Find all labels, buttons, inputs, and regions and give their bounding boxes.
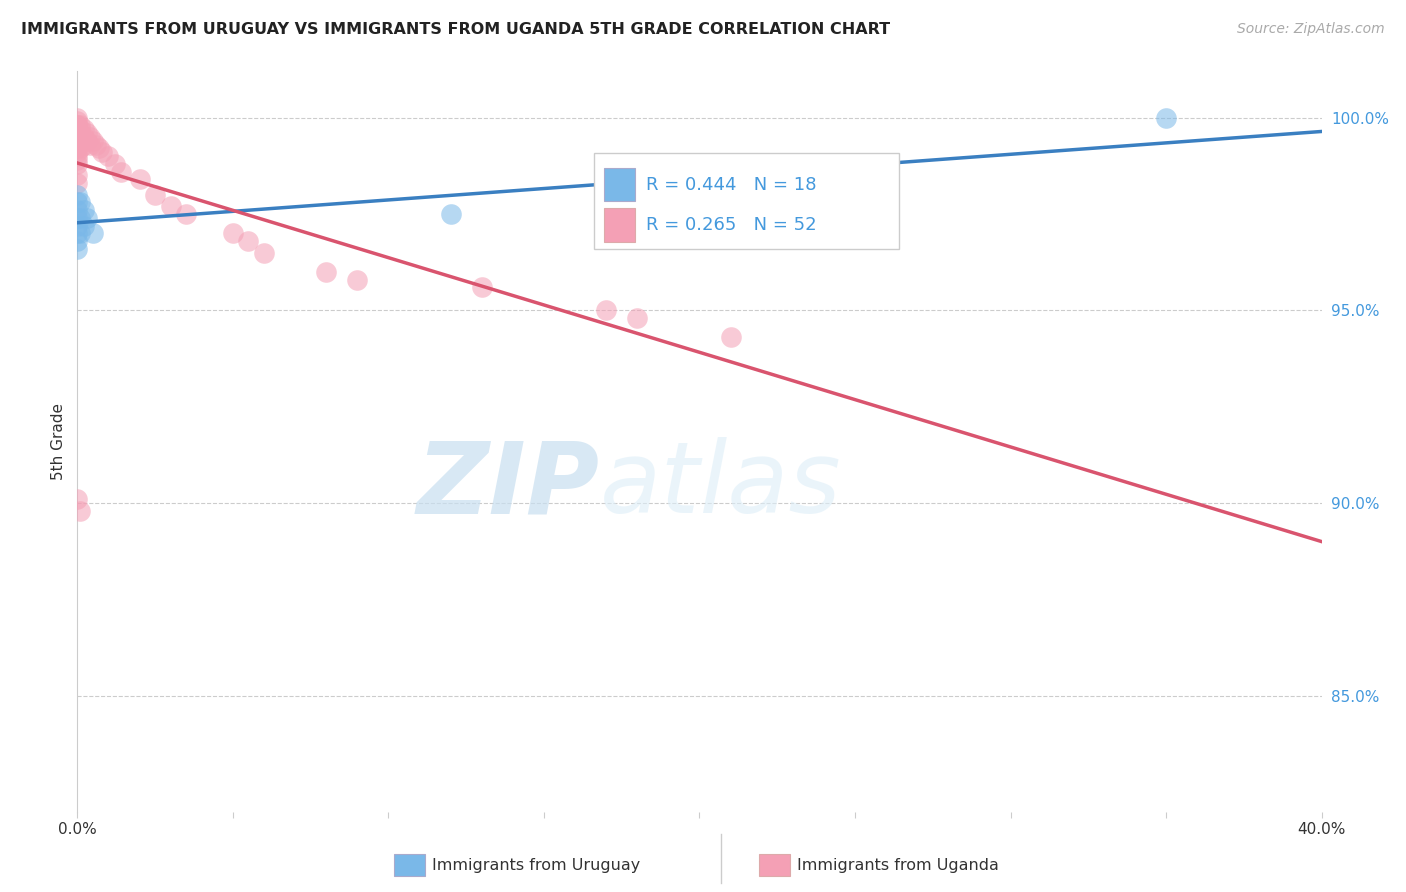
- Point: [79, 137, 101, 152]
- Point: [66, 492, 89, 507]
- Point: [79, 129, 101, 144]
- Point: [66, 119, 89, 133]
- Point: [346, 272, 368, 286]
- Point: [72, 122, 94, 136]
- Point: [82, 227, 104, 241]
- Point: [69, 195, 91, 210]
- Point: [66, 227, 89, 241]
- Point: [66, 153, 89, 167]
- Text: IMMIGRANTS FROM URUGUAY VS IMMIGRANTS FROM UGANDA 5TH GRADE CORRELATION CHART: IMMIGRANTS FROM URUGUAY VS IMMIGRANTS FR…: [21, 22, 890, 37]
- Point: [76, 134, 98, 148]
- Point: [66, 242, 89, 256]
- Point: [76, 211, 98, 225]
- Point: [66, 195, 89, 210]
- Point: [66, 176, 89, 190]
- Point: [66, 122, 89, 136]
- Point: [66, 145, 89, 160]
- Point: [720, 330, 742, 344]
- Point: [110, 164, 132, 178]
- FancyBboxPatch shape: [603, 168, 634, 201]
- Point: [128, 172, 150, 186]
- Point: [66, 211, 89, 225]
- Point: [66, 234, 89, 248]
- Text: Source: ZipAtlas.com: Source: ZipAtlas.com: [1237, 22, 1385, 37]
- Text: R = 0.265   N = 52: R = 0.265 N = 52: [645, 217, 817, 235]
- Point: [751, 195, 773, 210]
- Point: [66, 129, 89, 144]
- Point: [72, 129, 94, 144]
- Point: [69, 211, 91, 225]
- Point: [143, 187, 166, 202]
- Point: [66, 219, 89, 233]
- Point: [69, 141, 91, 155]
- Point: [66, 187, 89, 202]
- Point: [69, 134, 91, 148]
- Text: atlas: atlas: [600, 437, 842, 534]
- FancyBboxPatch shape: [593, 153, 898, 249]
- Point: [1154, 111, 1177, 125]
- Point: [66, 137, 89, 152]
- Point: [253, 245, 276, 260]
- Point: [238, 234, 260, 248]
- Point: [87, 141, 110, 155]
- Point: [72, 219, 94, 233]
- Point: [91, 145, 114, 160]
- Point: [595, 303, 617, 318]
- Point: [471, 280, 494, 294]
- Point: [439, 207, 461, 221]
- Text: Immigrants from Uganda: Immigrants from Uganda: [797, 858, 1000, 872]
- Point: [69, 119, 91, 133]
- Text: Immigrants from Uruguay: Immigrants from Uruguay: [432, 858, 640, 872]
- Point: [66, 157, 89, 171]
- Y-axis label: 5th Grade: 5th Grade: [51, 403, 66, 480]
- Point: [69, 504, 91, 518]
- Point: [76, 126, 98, 140]
- Point: [66, 119, 89, 133]
- Point: [69, 227, 91, 241]
- Text: ZIP: ZIP: [418, 437, 600, 534]
- Point: [66, 203, 89, 218]
- Text: R = 0.444   N = 18: R = 0.444 N = 18: [645, 176, 817, 194]
- Point: [174, 207, 197, 221]
- Point: [315, 265, 337, 279]
- Point: [97, 149, 120, 163]
- Point: [222, 227, 245, 241]
- Point: [626, 311, 648, 326]
- Point: [69, 122, 91, 136]
- Point: [104, 157, 127, 171]
- Point: [66, 126, 89, 140]
- Point: [72, 203, 94, 218]
- Point: [66, 134, 89, 148]
- Point: [66, 122, 89, 136]
- Point: [69, 126, 91, 140]
- Point: [66, 149, 89, 163]
- Point: [82, 134, 104, 148]
- Point: [66, 114, 89, 128]
- FancyBboxPatch shape: [603, 209, 634, 242]
- Point: [66, 141, 89, 155]
- Point: [66, 126, 89, 140]
- Point: [84, 137, 107, 152]
- Point: [66, 169, 89, 183]
- Point: [66, 111, 89, 125]
- Point: [72, 137, 94, 152]
- Point: [159, 199, 181, 213]
